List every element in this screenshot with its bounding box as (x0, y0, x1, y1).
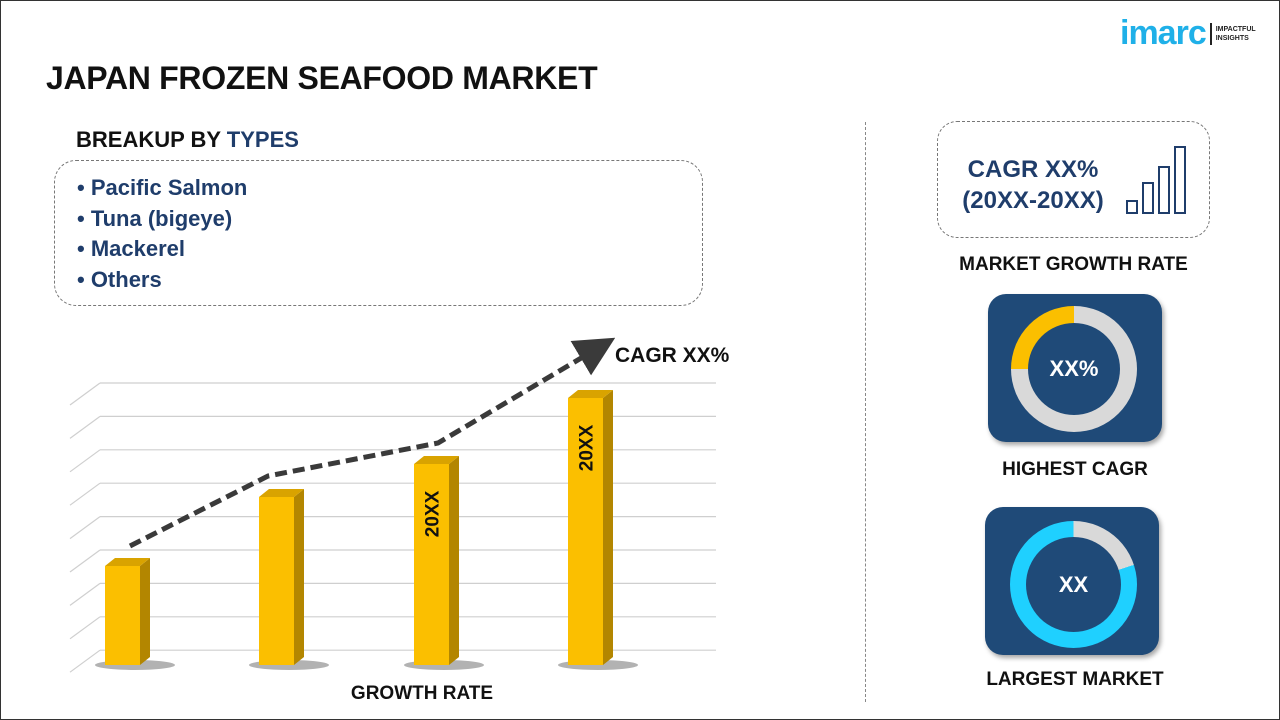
gridline-depth (69, 582, 101, 606)
largest-market-label: LARGEST MARKET (986, 669, 1164, 690)
logo-word: imarc (1120, 14, 1207, 52)
largest-market-card: XX (985, 507, 1159, 655)
logo-tagline-1: IMPACTFUL (1215, 25, 1256, 33)
bar-side (603, 390, 613, 665)
highest-cagr-card: XX% (988, 294, 1162, 442)
cagr-period: (20XX-20XX) (962, 187, 1104, 214)
trend-line (128, 337, 616, 549)
type-item: • Pacific Salmon (77, 175, 248, 200)
cagr-box (937, 121, 1210, 238)
bar-top (414, 456, 459, 464)
highest-cagr-label: HIGHEST CAGR (1002, 459, 1148, 480)
gridline-depth (69, 616, 101, 640)
breakup-highlight: TYPES (226, 127, 299, 152)
type-item: • Others (77, 266, 162, 292)
bar (105, 566, 140, 665)
gridline-depth (69, 482, 101, 506)
bar-side (294, 489, 304, 665)
gridline-depth (69, 649, 101, 673)
page-title: JAPAN FROZEN SEAFOOD MARKET (46, 60, 598, 96)
bar (414, 464, 449, 665)
breakup-heading: BREAKUP BY TYPES (76, 127, 299, 153)
highest-cagr-donut: XX% (1011, 306, 1137, 432)
highest-cagr-value: XX% (1028, 323, 1120, 415)
breakup-prefix: BREAKUP BY (76, 127, 227, 152)
bar-top (568, 390, 613, 398)
largest-market-donut: XX (1010, 521, 1137, 648)
bar-top (105, 558, 150, 566)
bar-side (449, 456, 459, 665)
x-axis-label: GROWTH RATE (351, 683, 493, 704)
gridline-depth (69, 449, 101, 473)
cagr-text: CAGR XX% (20XX-20XX) (948, 154, 1118, 216)
bar (568, 398, 603, 665)
type-item: • Tuna (bigeye) (77, 205, 233, 231)
bar-side (140, 558, 150, 665)
bar-label: 20XX (577, 424, 598, 471)
imarc-logo: imarc IMPACTFUL INSIGHTS (1120, 14, 1256, 53)
trend-label: CAGR XX% (615, 344, 730, 367)
gridline-depth (69, 549, 101, 573)
bar (259, 497, 294, 665)
growth-chart: 20XX 20XX CAGR XX% GROWTH RATE (69, 337, 730, 704)
largest-market-value: XX (1026, 537, 1121, 632)
gridline-depth (69, 415, 101, 439)
gridline-depth (69, 516, 101, 540)
divider (865, 122, 866, 702)
bar-top (259, 489, 304, 497)
logo-tagline-2: INSIGHTS (1215, 34, 1249, 42)
bar-chart-icon (1126, 146, 1186, 214)
type-item: • Mackerel (77, 236, 185, 261)
gridline-depth (69, 382, 101, 406)
cagr-value: CAGR XX% (967, 156, 1099, 183)
bar-label: 20XX (423, 490, 444, 537)
types-list: • Pacific Salmon • Tuna (bigeye) • Macke… (54, 160, 703, 306)
market-growth-label: MARKET GROWTH RATE (959, 254, 1188, 275)
